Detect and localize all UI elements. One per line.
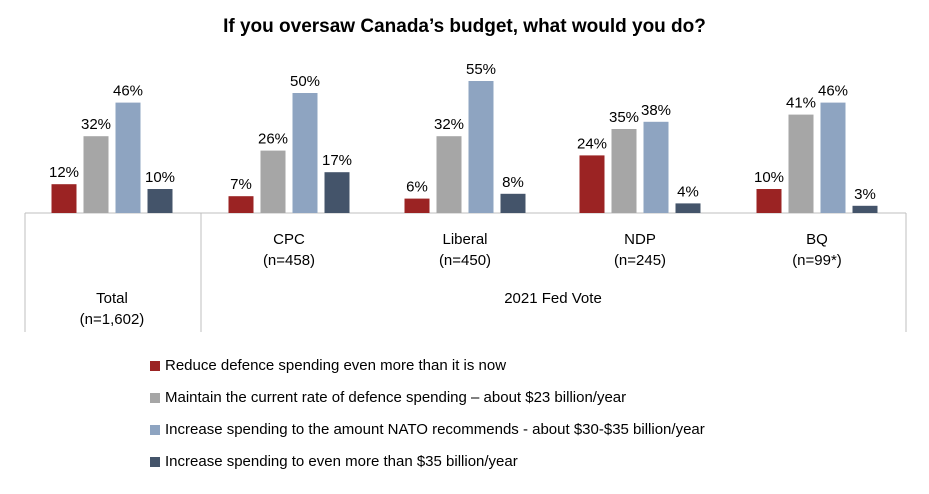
category-label: BQ [806, 231, 828, 248]
category-n-label: (n=1,602) [80, 311, 145, 328]
bar-value-label: 38% [641, 102, 671, 119]
legend-item: Increase spending to even more than $35 … [150, 448, 705, 475]
legend-swatch [150, 360, 160, 371]
bar-value-label: 55% [466, 61, 496, 78]
bar [292, 93, 318, 213]
category-n-label: (n=458) [263, 252, 315, 269]
bar [228, 196, 254, 213]
category-label: CPC [273, 231, 305, 248]
category-label: NDP [624, 231, 656, 248]
bar [611, 129, 637, 213]
bar-value-label: 50% [290, 73, 320, 90]
bar-value-label: 12% [49, 164, 79, 181]
bar-value-label: 46% [818, 83, 848, 100]
bar [324, 172, 350, 213]
bar [643, 121, 669, 213]
category-n-label: (n=99*) [792, 252, 842, 269]
legend-label: Increase spending to even more than $35 … [165, 453, 518, 470]
legend-label: Reduce defence spending even more than i… [165, 357, 507, 374]
bar [468, 81, 494, 213]
legend-swatch [150, 392, 160, 403]
category-label: Total [96, 290, 128, 307]
bar [260, 150, 286, 213]
bar [852, 205, 878, 213]
bar-value-label: 24% [577, 135, 607, 152]
bar [436, 136, 462, 213]
bar [147, 189, 173, 213]
bar [756, 189, 782, 213]
bar [788, 114, 814, 213]
legend-item: Increase spending to the amount NATO rec… [150, 416, 705, 443]
bar [83, 136, 109, 213]
bar [500, 193, 526, 213]
bar-value-label: 46% [113, 83, 143, 100]
legend-item: Reduce defence spending even more than i… [150, 352, 705, 379]
legend-label: Maintain the current rate of defence spe… [165, 389, 627, 406]
bar [115, 102, 141, 213]
bar-value-label: 41% [786, 95, 816, 112]
bar [404, 198, 430, 213]
bar-value-label: 32% [81, 116, 111, 133]
category-n-label: (n=450) [439, 252, 491, 269]
bar [675, 203, 701, 213]
bar-value-label: 3% [854, 186, 876, 203]
legend-swatch [150, 424, 160, 435]
bar-value-label: 6% [406, 179, 428, 196]
legend-swatch [150, 456, 160, 467]
bar-value-label: 10% [145, 169, 175, 186]
category-n-label: (n=245) [614, 252, 666, 269]
bar-value-label: 26% [258, 131, 288, 148]
bar [820, 102, 846, 213]
bar-value-label: 10% [754, 169, 784, 186]
bar [51, 184, 77, 213]
bar-value-label: 4% [677, 183, 699, 200]
legend: Reduce defence spending even more than i… [150, 352, 705, 480]
legend-label: Increase spending to the amount NATO rec… [165, 421, 705, 438]
bar-value-label: 35% [609, 109, 639, 126]
chart-title: If you oversaw Canada’s budget, what wou… [223, 16, 706, 37]
bar [579, 155, 605, 213]
bar-value-label: 7% [230, 176, 252, 193]
bar-chart: 12%32%46%10%Total(n=1,602)7%26%50%17%CPC… [24, 61, 907, 332]
bar-value-label: 8% [502, 174, 524, 191]
legend-item: Maintain the current rate of defence spe… [150, 384, 705, 411]
group-label: 2021 Fed Vote [504, 290, 602, 307]
bar-value-label: 17% [322, 152, 352, 169]
category-label: Liberal [442, 231, 487, 248]
bar-value-label: 32% [434, 116, 464, 133]
